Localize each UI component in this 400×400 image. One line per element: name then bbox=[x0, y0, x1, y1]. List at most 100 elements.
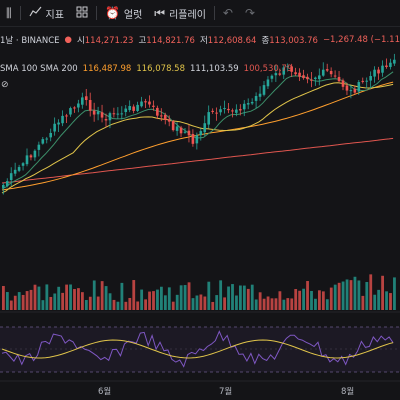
sma-legend[interactable]: SMA 100 SMA 200 116,487.98 116,078.58 11… bbox=[0, 64, 292, 74]
candle bbox=[286, 66, 289, 68]
templates-icon bbox=[76, 6, 88, 21]
redo-icon: ↷ bbox=[244, 6, 256, 20]
candle bbox=[333, 75, 337, 77]
volume-bar bbox=[310, 290, 313, 310]
candle bbox=[57, 122, 60, 125]
volume-bar bbox=[235, 295, 238, 310]
volume-bar bbox=[361, 295, 365, 310]
volume-bar bbox=[2, 285, 5, 310]
visibility-icon[interactable]: ⊘ bbox=[1, 80, 9, 90]
candle bbox=[306, 76, 309, 80]
candle bbox=[341, 80, 345, 87]
candle bbox=[302, 75, 305, 79]
volume-bar bbox=[381, 275, 384, 310]
candle bbox=[156, 107, 159, 116]
candle bbox=[282, 67, 286, 75]
volume-bar bbox=[45, 284, 49, 310]
rsi-signal-line bbox=[1, 339, 394, 359]
volume-bar bbox=[163, 295, 167, 310]
volume-bar bbox=[116, 301, 120, 310]
volume-bar bbox=[144, 299, 147, 310]
sma-100-line bbox=[1, 81, 394, 191]
x-axis-label: 8월 bbox=[341, 387, 355, 397]
symbol-label[interactable]: 1날 · BINANCE bbox=[0, 36, 60, 46]
candle bbox=[262, 85, 266, 95]
volume-bar bbox=[227, 286, 230, 310]
volume-bar bbox=[215, 295, 219, 310]
volume-bar bbox=[219, 280, 223, 310]
candle bbox=[266, 79, 270, 87]
candle bbox=[81, 97, 84, 105]
volume-bar bbox=[314, 298, 317, 310]
volume-bar bbox=[167, 287, 171, 310]
volume-bar bbox=[65, 284, 68, 310]
candle bbox=[144, 101, 147, 103]
candle bbox=[357, 82, 361, 92]
candle bbox=[203, 123, 207, 133]
chart-type-button[interactable]: ⫼ bbox=[0, 0, 18, 26]
volume-bar bbox=[341, 281, 345, 310]
volume-bar bbox=[100, 281, 104, 310]
candle bbox=[278, 73, 282, 75]
candle bbox=[33, 150, 37, 158]
x-axis-label: 7월 bbox=[219, 387, 233, 397]
chart-type-icon: ⫼ bbox=[6, 5, 12, 20]
volume-bar bbox=[321, 291, 325, 310]
volume-bar bbox=[152, 291, 155, 310]
top-toolbar: ⫼ 지표 ⏰ 얼럿 ⏮ 리플레이 ↶ ↷ bbox=[0, 0, 400, 27]
candle bbox=[258, 93, 262, 97]
candle bbox=[325, 69, 329, 71]
candle bbox=[227, 108, 230, 111]
volume-bar bbox=[136, 301, 140, 310]
redo-button[interactable]: ↷ bbox=[239, 0, 261, 26]
candle bbox=[207, 112, 210, 125]
candle bbox=[25, 155, 29, 165]
volume-bar bbox=[148, 291, 151, 310]
replay-button[interactable]: ⏮ 리플레이 bbox=[148, 0, 212, 26]
volume-bar bbox=[191, 298, 195, 310]
sma-200-line bbox=[1, 137, 394, 184]
close-label: 종 bbox=[261, 36, 270, 46]
indicators-icon bbox=[29, 6, 42, 20]
toolbar-divider bbox=[19, 6, 21, 20]
candle bbox=[290, 66, 293, 72]
indicators-button[interactable]: 지표 bbox=[23, 0, 70, 26]
volume-bar bbox=[140, 289, 144, 310]
low-value: 112,608.64 bbox=[207, 36, 257, 46]
candle bbox=[385, 65, 388, 67]
candle bbox=[37, 144, 41, 150]
change-value: −1,267.48 (−1.11%) bbox=[322, 35, 400, 45]
candle bbox=[318, 75, 321, 80]
volume-bar bbox=[250, 284, 254, 310]
volume-bar bbox=[254, 299, 258, 310]
candle bbox=[61, 115, 64, 124]
low-label: 저 bbox=[199, 36, 208, 46]
volume-bar bbox=[5, 292, 9, 310]
alert-button[interactable]: ⏰ 얼럿 bbox=[99, 0, 148, 26]
candle bbox=[389, 62, 392, 67]
candle bbox=[77, 103, 80, 108]
templates-button[interactable] bbox=[70, 0, 94, 26]
candle bbox=[17, 167, 21, 171]
candle bbox=[310, 79, 313, 81]
candle bbox=[211, 110, 214, 112]
volume-bar bbox=[160, 286, 163, 310]
volume-bar bbox=[171, 301, 175, 310]
candle bbox=[9, 173, 13, 181]
candle bbox=[136, 104, 139, 111]
candle bbox=[92, 110, 96, 115]
candle bbox=[5, 181, 9, 187]
volume-bar bbox=[77, 288, 80, 310]
toolbar-divider bbox=[213, 6, 215, 20]
candle bbox=[314, 77, 317, 79]
volume-bar bbox=[242, 285, 246, 310]
volume-bar bbox=[195, 295, 199, 310]
volume-bar bbox=[258, 292, 262, 310]
volume-bar bbox=[9, 300, 13, 310]
volume-bar bbox=[377, 289, 381, 310]
volume-bar bbox=[286, 298, 290, 310]
candle bbox=[108, 113, 112, 121]
undo-button[interactable]: ↶ bbox=[217, 0, 239, 26]
candle bbox=[152, 105, 155, 107]
